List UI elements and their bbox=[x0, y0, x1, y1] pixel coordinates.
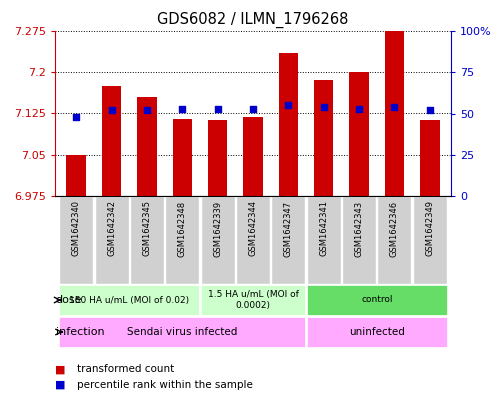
Bar bbox=[59, 196, 93, 284]
Text: GSM1642341: GSM1642341 bbox=[319, 200, 328, 256]
Bar bbox=[201, 285, 305, 315]
Title: GDS6082 / ILMN_1796268: GDS6082 / ILMN_1796268 bbox=[157, 12, 349, 28]
Text: dose: dose bbox=[56, 295, 82, 305]
Bar bbox=[236, 196, 270, 284]
Bar bbox=[165, 196, 199, 284]
Text: control: control bbox=[361, 296, 393, 305]
Text: ■: ■ bbox=[55, 380, 65, 390]
Bar bbox=[201, 196, 235, 284]
Point bbox=[143, 107, 151, 113]
Bar bbox=[137, 97, 157, 196]
Point bbox=[355, 105, 363, 112]
Text: GSM1642349: GSM1642349 bbox=[425, 200, 434, 256]
Text: transformed count: transformed count bbox=[77, 364, 175, 375]
Bar bbox=[307, 285, 447, 315]
Point bbox=[214, 105, 222, 112]
Text: GSM1642345: GSM1642345 bbox=[142, 200, 151, 256]
Text: 1.5 HA u/mL (MOI of
0.0002): 1.5 HA u/mL (MOI of 0.0002) bbox=[208, 290, 298, 310]
Bar bbox=[59, 317, 305, 347]
Point bbox=[72, 114, 80, 120]
Bar bbox=[342, 196, 376, 284]
Bar bbox=[349, 72, 369, 196]
Point bbox=[390, 104, 398, 110]
Text: GSM1642348: GSM1642348 bbox=[178, 200, 187, 257]
Bar bbox=[102, 86, 121, 196]
Text: GSM1642339: GSM1642339 bbox=[213, 200, 222, 257]
Text: GSM1642346: GSM1642346 bbox=[390, 200, 399, 257]
Bar bbox=[173, 119, 192, 196]
Text: infection: infection bbox=[56, 327, 104, 337]
Point bbox=[249, 105, 257, 112]
Bar bbox=[271, 196, 305, 284]
Bar bbox=[413, 196, 447, 284]
Text: 150 HA u/mL (MOI of 0.02): 150 HA u/mL (MOI of 0.02) bbox=[69, 296, 189, 305]
Point bbox=[178, 105, 186, 112]
Bar bbox=[130, 196, 164, 284]
Bar bbox=[314, 81, 333, 196]
Text: uninfected: uninfected bbox=[349, 327, 405, 337]
Bar bbox=[66, 155, 86, 196]
Text: ■: ■ bbox=[55, 364, 65, 375]
Bar bbox=[59, 285, 199, 315]
Point bbox=[320, 104, 328, 110]
Text: GSM1642344: GSM1642344 bbox=[249, 200, 257, 256]
Bar bbox=[278, 53, 298, 196]
Bar bbox=[95, 196, 129, 284]
Text: percentile rank within the sample: percentile rank within the sample bbox=[77, 380, 253, 390]
Bar bbox=[244, 118, 262, 196]
Text: Sendai virus infected: Sendai virus infected bbox=[127, 327, 238, 337]
Bar bbox=[377, 196, 411, 284]
Bar bbox=[307, 196, 341, 284]
Text: GSM1642347: GSM1642347 bbox=[284, 200, 293, 257]
Point bbox=[426, 107, 434, 113]
Bar bbox=[385, 31, 404, 196]
Text: GSM1642343: GSM1642343 bbox=[355, 200, 364, 257]
Bar bbox=[420, 120, 440, 196]
Point bbox=[284, 102, 292, 108]
Text: GSM1642342: GSM1642342 bbox=[107, 200, 116, 256]
Text: GSM1642340: GSM1642340 bbox=[72, 200, 81, 256]
Bar bbox=[307, 317, 447, 347]
Bar bbox=[208, 120, 228, 196]
Point bbox=[108, 107, 116, 113]
